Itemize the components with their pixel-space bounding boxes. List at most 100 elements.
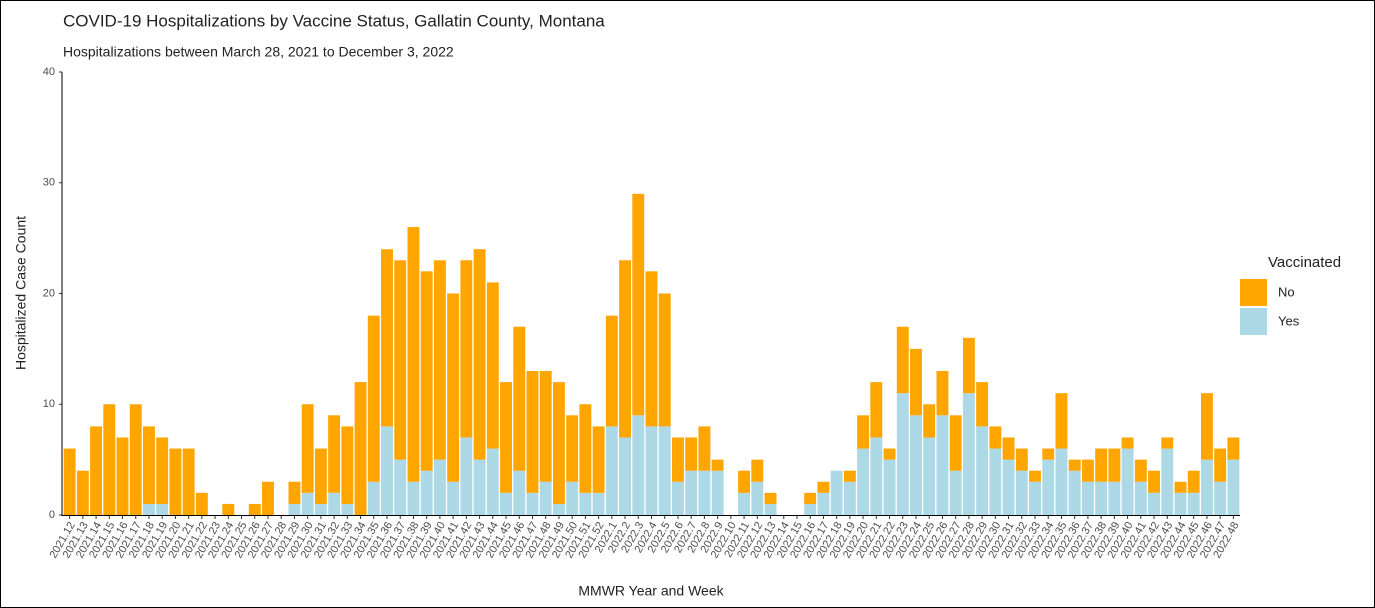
bar-segment (143, 503, 155, 515)
bar-segment (288, 481, 301, 504)
legend-label: Yes (1278, 313, 1300, 328)
bar-segment (976, 382, 989, 427)
bar-segment (1121, 448, 1134, 515)
bar-segment (1161, 448, 1174, 515)
bar-segment (857, 415, 870, 449)
bar-segment (367, 481, 380, 515)
bar-segment (923, 404, 936, 438)
bar-segment (314, 503, 327, 515)
bar-segment (288, 503, 301, 515)
bar-segment (804, 492, 817, 504)
bar-segment (222, 503, 235, 515)
bar-segment (632, 193, 645, 416)
bar-segment (143, 426, 155, 504)
y-tick-label: 30 (43, 177, 55, 189)
bar-segment (896, 326, 909, 394)
bar-segment (645, 271, 658, 427)
bar-segment (857, 448, 870, 515)
bar-segment (407, 481, 420, 515)
bar-segment (1108, 448, 1121, 482)
bar-segment (500, 492, 512, 515)
bar-segment (394, 459, 407, 515)
bar-segment (870, 382, 883, 438)
bar-segment (962, 393, 975, 515)
bar-segment (328, 492, 341, 515)
bar-segment (923, 437, 936, 515)
bar-segment (1214, 448, 1227, 482)
bar-segment (645, 426, 658, 515)
bar-segment (738, 492, 751, 515)
bar-segment (949, 470, 962, 515)
bar-segment (605, 426, 618, 515)
y-tick-label: 20 (43, 287, 55, 299)
bar-segment (566, 415, 579, 482)
bar-segment (698, 426, 711, 471)
bar-segment (949, 415, 962, 471)
bar-segment (1081, 481, 1094, 515)
bar-segment (1042, 459, 1055, 515)
bar-segment (1174, 481, 1187, 493)
bar-segment (1002, 459, 1015, 515)
bar-segment (1068, 470, 1081, 515)
bar-segment (1161, 437, 1174, 449)
bar-segment (1095, 448, 1108, 482)
bar-segment (381, 426, 393, 515)
legend-label: No (1278, 284, 1295, 299)
bar-segment (671, 437, 684, 482)
bar-segment (896, 393, 909, 515)
bar-segment (1187, 492, 1200, 515)
bar-segment (1121, 437, 1134, 449)
bar-segment (1055, 448, 1068, 515)
bar-segment (500, 382, 512, 493)
bar-segment (936, 371, 949, 416)
bar-segment (473, 459, 486, 515)
bar-segment (1200, 393, 1213, 460)
bar-segment (698, 470, 711, 515)
bar-segment (1055, 393, 1068, 449)
bar-segment (936, 415, 949, 515)
bar-segment (552, 382, 565, 504)
bar-segment (658, 293, 671, 427)
bar-segment (1227, 437, 1240, 460)
bar-segment (1029, 470, 1041, 482)
bar-segment (129, 404, 142, 515)
x-axis-label: MMWR Year and Week (578, 583, 724, 599)
bar-segment (526, 492, 539, 515)
bar-segment (658, 426, 671, 515)
y-axis-label: Hospitalized Case Count (13, 216, 29, 370)
bar-segment (433, 459, 446, 515)
bar-segment (460, 260, 473, 438)
bar-segment (473, 249, 486, 460)
bar-segment (76, 470, 89, 515)
bar-segment (592, 492, 605, 515)
bar-segment (526, 371, 539, 493)
y-tick-label: 40 (43, 66, 55, 78)
bar-segment (552, 503, 565, 515)
bar-segment (830, 470, 843, 515)
bar-segment (328, 415, 341, 493)
bar-segment (486, 448, 499, 515)
legend-key (1240, 308, 1267, 335)
bar-segment (579, 404, 592, 493)
y-tick-label: 10 (43, 398, 55, 410)
bar-segment (63, 448, 76, 515)
bar-segment (764, 503, 777, 515)
bar-segment (103, 404, 116, 515)
bar-segment (314, 448, 327, 504)
bar-segment (989, 448, 1002, 515)
bar-segment (169, 448, 182, 515)
bar-segment (764, 492, 777, 504)
bar-segment (751, 481, 764, 515)
bar-segment (711, 470, 724, 515)
bar-segment (539, 371, 552, 482)
bar-segment (1042, 448, 1055, 460)
bar-segment (420, 470, 433, 515)
bar-segment (156, 503, 169, 515)
bar-segment (381, 249, 393, 427)
bar-segment (738, 470, 751, 493)
bar-segment (1015, 470, 1028, 515)
y-tick-label: 0 (49, 509, 55, 521)
bar-segment (460, 437, 473, 515)
bar-segment (962, 337, 975, 394)
